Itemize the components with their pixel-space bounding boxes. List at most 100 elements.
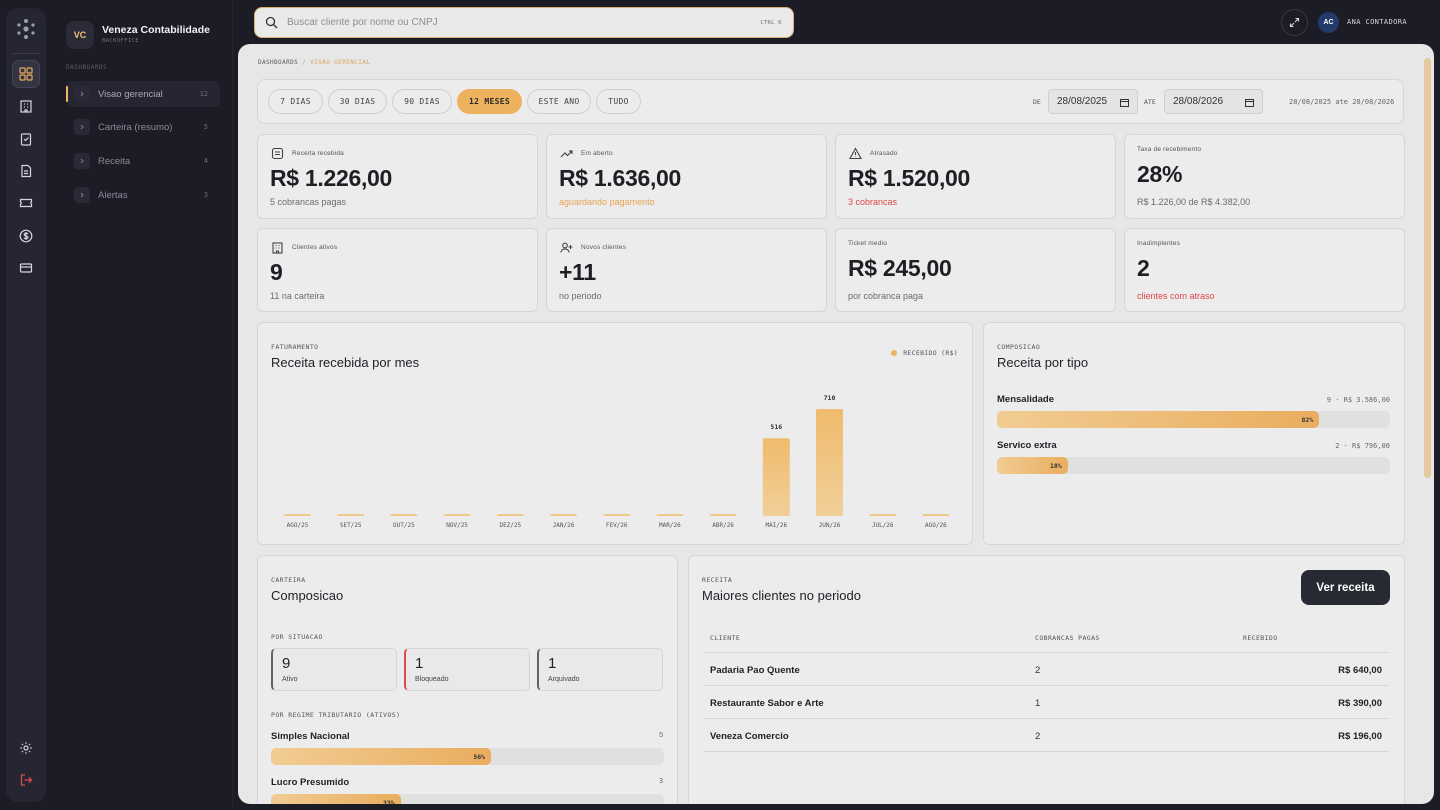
chart-kicker: FATURAMENTO	[271, 343, 319, 351]
type-progress-fill: 82%	[997, 411, 1320, 428]
top-clients-card: RECEITA Maiores clientes no periodo Ver …	[688, 555, 1405, 804]
kpi-atrasado: Atrasado R$ 1.520,00 3 cobrancas	[835, 134, 1116, 219]
rail-finance-button[interactable]	[12, 222, 40, 250]
brand-avatar: VC	[66, 21, 94, 49]
period-12-meses-button[interactable]: 12 MESES	[457, 89, 522, 114]
fullscreen-button[interactable]	[1281, 9, 1308, 36]
cell-paid: 1	[1035, 698, 1041, 709]
status-bloqueado[interactable]: 1 Bloqueado	[404, 648, 530, 691]
bar-jul-26[interactable]	[869, 514, 897, 516]
bar-jun-26[interactable]	[816, 409, 843, 516]
rail-tickets-button[interactable]	[12, 189, 40, 217]
column-header-cobrancas[interactable]: COBRANCAS PAGAS	[1035, 634, 1100, 642]
rail-logout-button[interactable]	[12, 766, 40, 794]
x-tick-label: ABR/26	[712, 522, 734, 529]
bar-value-label: 516	[770, 423, 782, 431]
search-icon	[265, 16, 278, 29]
period-30-dias-button[interactable]: 30 DIAS	[328, 89, 387, 114]
search-shortcut: CTRL K	[760, 19, 782, 26]
brand-name: Veneza Contabilidade	[102, 24, 210, 36]
kpi-label: Clientes ativos	[292, 244, 338, 251]
cell-paid: 2	[1035, 665, 1041, 676]
kpi-value: R$ 1.636,00	[559, 165, 682, 191]
x-tick-label: AGO/25	[287, 522, 309, 529]
rail-clients-button[interactable]	[12, 92, 40, 120]
breadcrumb-root[interactable]: DASHBOARDS	[258, 59, 299, 66]
user-plus-icon	[560, 242, 573, 253]
user-avatar[interactable]: AC	[1318, 12, 1339, 33]
grid-icon	[19, 67, 33, 81]
bar-dez-25[interactable]	[496, 514, 524, 516]
top-clients-kicker: RECEITA	[702, 576, 733, 584]
date-from-input[interactable]: 28/08/2025	[1048, 89, 1138, 114]
kpi-label: Taxa de recebimento	[1137, 146, 1202, 153]
column-header-recebido[interactable]: RECEBIDO	[1243, 634, 1278, 642]
table-row[interactable]: Veneza Comercio 2 R$ 196,00	[703, 719, 1389, 752]
x-tick-label: OUT/25	[393, 522, 415, 529]
building-icon	[272, 242, 283, 254]
x-tick-label: MAR/26	[659, 522, 681, 529]
bar-fev-26[interactable]	[603, 514, 631, 516]
period-tudo-button[interactable]: TUDO	[596, 89, 641, 114]
bar-nov-25[interactable]	[443, 514, 471, 516]
scrollbar[interactable]	[1424, 58, 1431, 478]
table-row[interactable]: Padaria Pao Quente 2 R$ 640,00	[703, 653, 1389, 686]
search-bar[interactable]: CTRL K	[254, 7, 794, 38]
status-arquivado[interactable]: 1 Arquivado	[537, 648, 663, 691]
x-tick-label: AGO/26	[925, 522, 947, 529]
rail-dashboard-button[interactable]	[12, 60, 40, 88]
table-row[interactable]: Restaurante Sabor e Arte 1 R$ 390,00	[703, 686, 1389, 719]
kpi-subtext: aguardando pagamento	[559, 197, 655, 207]
chart-title: Receita recebida por mes	[271, 355, 420, 370]
sidebar-item-alertas[interactable]: Alertas 3	[66, 182, 220, 208]
bar-ago-25[interactable]	[284, 514, 311, 516]
kpi-subtext: 3 cobrancas	[848, 197, 898, 207]
bar-abr-26[interactable]	[709, 514, 737, 516]
date-to-label: ATE	[1144, 98, 1156, 106]
kpi-clientes-ativos: Clientes ativos 9 11 na carteira	[257, 228, 538, 312]
status-count: 9	[282, 655, 291, 672]
x-tick-label: NOV/25	[446, 522, 468, 529]
regime-progress-fill: 56%	[271, 748, 492, 765]
kpi-label: Novos clientes	[581, 244, 627, 251]
status-ativo[interactable]: 9 Ativo	[271, 648, 397, 691]
rail-billing-button[interactable]	[12, 254, 40, 282]
type-progress-track: 82%	[997, 411, 1390, 428]
kpi-inadimplentes: Inadimplentes 2 clientes com atraso	[1124, 228, 1405, 312]
rail-tasks-button[interactable]	[12, 125, 40, 153]
sidebar-item-visao-gerencial[interactable]: Visao gerencial 12	[66, 81, 220, 107]
user-name[interactable]: ANA CONTADORA	[1347, 18, 1407, 26]
regime-count: 3	[659, 778, 663, 785]
type-meta: 9 · R$ 3.586,00	[1326, 396, 1390, 404]
revenue-bar-chart: AGO/25 SET/25 OUT/25 NOV/25 DEZ/25 JAN/26 FEV/…	[284, 394, 950, 529]
logo-icon[interactable]	[15, 18, 37, 40]
bar-mar-26[interactable]	[656, 514, 684, 516]
search-input[interactable]	[287, 17, 761, 28]
date-to-input[interactable]: 28/08/2026	[1164, 89, 1263, 114]
status-label: Ativo	[282, 676, 298, 683]
rail-settings-button[interactable]	[12, 734, 40, 762]
bar-ago-26[interactable]	[922, 514, 950, 516]
regime-count: 5	[659, 732, 663, 739]
bar-out-25[interactable]	[390, 514, 418, 516]
bar-mai-26[interactable]	[762, 438, 790, 516]
building-icon	[20, 100, 32, 113]
sidebar-item-carteira[interactable]: Carteira (resumo) 5	[66, 114, 220, 140]
regime-section-label: POR REGIME TRIBUTARIO (ATIVOS)	[271, 711, 401, 719]
period-7-dias-button[interactable]: 7 DIAS	[268, 89, 323, 114]
column-header-cliente[interactable]: CLIENTE	[710, 634, 741, 642]
period-90-dias-button[interactable]: 90 DIAS	[392, 89, 452, 114]
sidebar-item-receita[interactable]: Receita 4	[66, 148, 220, 174]
x-tick-label: SET/25	[340, 522, 362, 529]
kpi-receita-recebida: Receita recebida R$ 1.226,00 5 cobrancas…	[257, 134, 538, 219]
ver-receita-button[interactable]: Ver receita	[1301, 570, 1390, 605]
bar-set-25[interactable]	[337, 514, 365, 516]
logout-icon	[20, 774, 33, 786]
kpi-value: 9	[270, 259, 283, 285]
period-este-ano-button[interactable]: ESTE ANO	[527, 89, 591, 114]
rail-documents-button[interactable]	[12, 157, 40, 185]
status-count: 1	[415, 655, 424, 672]
type-progress-fill: 18%	[997, 457, 1068, 474]
bar-jan-26[interactable]	[550, 514, 577, 516]
composition-kicker: COMPOSICAO	[997, 343, 1041, 351]
